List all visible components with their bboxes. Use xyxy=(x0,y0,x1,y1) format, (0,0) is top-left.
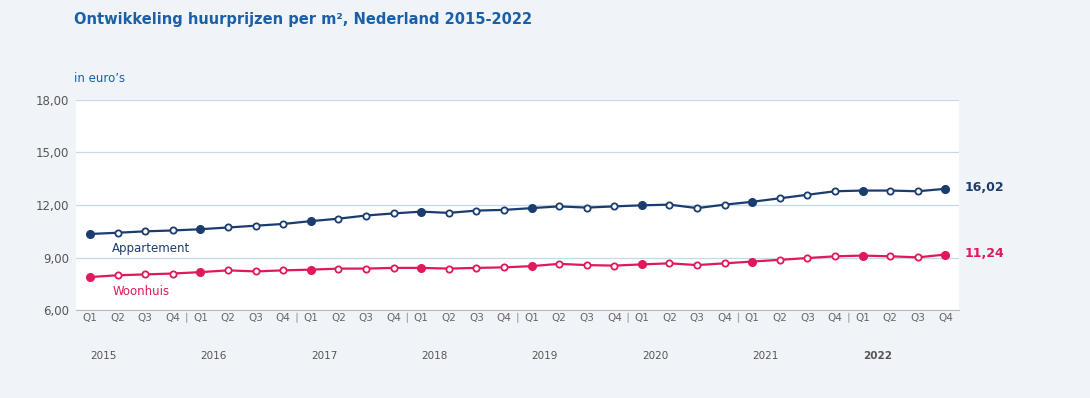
Text: 2017: 2017 xyxy=(311,351,337,361)
Text: Woonhuis: Woonhuis xyxy=(112,285,169,298)
Text: 2016: 2016 xyxy=(201,351,227,361)
Text: 2018: 2018 xyxy=(421,351,448,361)
Text: Appartement: Appartement xyxy=(112,242,191,256)
Text: 2020: 2020 xyxy=(642,351,668,361)
Text: 11,24: 11,24 xyxy=(965,247,1005,260)
Text: 2021: 2021 xyxy=(752,351,778,361)
Text: in euro’s: in euro’s xyxy=(74,72,125,85)
Text: 2022: 2022 xyxy=(862,351,892,361)
Text: 2015: 2015 xyxy=(90,351,117,361)
Text: 2019: 2019 xyxy=(532,351,558,361)
Text: Ontwikkeling huurprijzen per m², Nederland 2015-2022: Ontwikkeling huurprijzen per m², Nederla… xyxy=(74,12,532,27)
Text: 16,02: 16,02 xyxy=(965,181,1004,194)
